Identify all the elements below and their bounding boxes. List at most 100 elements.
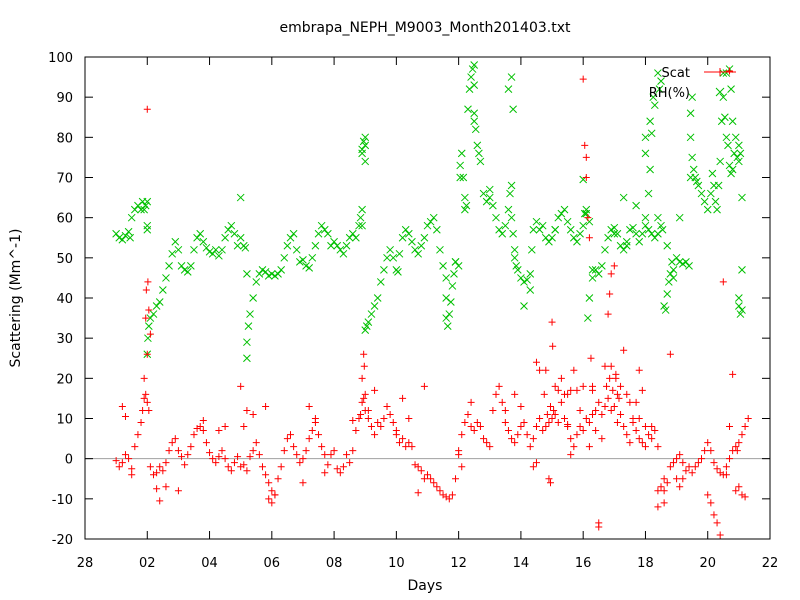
data-point — [356, 213, 365, 222]
data-point — [305, 435, 313, 443]
data-point — [436, 487, 444, 495]
data-point — [669, 459, 677, 467]
data-point — [573, 431, 581, 439]
data-point — [554, 213, 563, 222]
data-point — [451, 257, 460, 266]
data-point — [495, 225, 503, 234]
data-point — [168, 439, 176, 447]
data-point — [277, 266, 286, 274]
data-point — [744, 415, 752, 422]
data-point — [464, 105, 472, 114]
data-point — [320, 225, 329, 234]
data-point — [208, 249, 217, 258]
data-point — [258, 463, 266, 471]
data-point — [355, 415, 363, 422]
data-point — [142, 390, 150, 398]
data-point — [349, 447, 357, 455]
chart-title: embrapa_NEPH_M9003_Month201403.txt — [280, 20, 571, 36]
y-axis-ticks: -20 -10 0 10 20 30 40 50 60 70 80 90 100 — [48, 51, 770, 548]
data-point — [730, 149, 739, 158]
data-point — [713, 465, 721, 473]
x-tick-label: 28 — [77, 556, 94, 571]
data-point — [475, 149, 483, 158]
data-point — [342, 241, 351, 250]
y-tick-label: 30 — [56, 332, 73, 347]
data-point — [585, 294, 594, 302]
data-point — [549, 342, 557, 350]
data-point — [542, 423, 550, 431]
data-point — [726, 423, 734, 431]
data-point — [442, 294, 451, 302]
data-point — [234, 453, 242, 461]
data-point — [218, 245, 226, 254]
data-point — [470, 427, 478, 435]
data-point — [726, 67, 734, 75]
data-point — [224, 463, 232, 471]
data-point — [131, 443, 139, 451]
data-point — [296, 459, 304, 467]
data-point — [666, 270, 675, 278]
data-point — [470, 117, 479, 126]
data-point — [539, 427, 547, 435]
data-point — [557, 374, 565, 382]
data-point — [685, 262, 693, 270]
data-point — [560, 205, 569, 214]
data-point — [240, 423, 248, 431]
data-point — [174, 245, 183, 254]
data-point — [324, 229, 332, 238]
data-point — [581, 141, 589, 149]
data-point — [610, 223, 619, 232]
data-point — [458, 463, 466, 471]
data-point — [573, 386, 581, 394]
data-point — [249, 410, 257, 418]
data-point — [468, 65, 477, 73]
data-point — [738, 431, 746, 439]
data-point — [371, 386, 379, 394]
data-point — [585, 234, 593, 242]
data-point — [162, 483, 170, 491]
data-point — [641, 221, 650, 230]
data-point — [638, 386, 646, 394]
data-point — [498, 398, 506, 406]
series-rh — [112, 61, 746, 363]
data-point — [647, 129, 656, 138]
data-point — [243, 338, 251, 347]
data-point — [420, 475, 428, 483]
data-point — [227, 467, 235, 475]
x-tick-label: 02 — [139, 556, 156, 571]
x-tick-label: 18 — [637, 556, 654, 571]
data-point — [632, 229, 640, 238]
data-point — [635, 435, 643, 443]
data-point — [527, 245, 536, 254]
data-point — [146, 463, 154, 471]
data-point — [713, 205, 721, 214]
data-point — [557, 398, 565, 406]
data-point — [470, 81, 479, 89]
data-point — [479, 189, 488, 198]
data-point — [703, 205, 712, 214]
data-point — [330, 237, 338, 246]
x-axis-ticks: 28020406081012141618202224 — [77, 57, 778, 571]
data-point — [666, 463, 674, 471]
data-point — [262, 402, 270, 410]
data-point — [121, 451, 129, 459]
data-point — [289, 229, 298, 238]
data-point — [584, 214, 592, 222]
data-point — [145, 406, 153, 414]
data-point — [592, 406, 600, 414]
data-point — [654, 69, 662, 77]
data-point — [143, 221, 152, 230]
data-point — [376, 278, 385, 286]
data-point — [336, 469, 344, 477]
data-point — [405, 439, 413, 447]
data-point — [520, 419, 528, 427]
y-tick-label: 100 — [48, 51, 73, 66]
data-point — [358, 221, 366, 230]
data-point — [318, 443, 326, 451]
data-point — [707, 447, 715, 455]
data-point — [567, 386, 575, 394]
data-point — [660, 302, 668, 310]
data-point — [526, 270, 535, 278]
data-point — [563, 217, 572, 226]
